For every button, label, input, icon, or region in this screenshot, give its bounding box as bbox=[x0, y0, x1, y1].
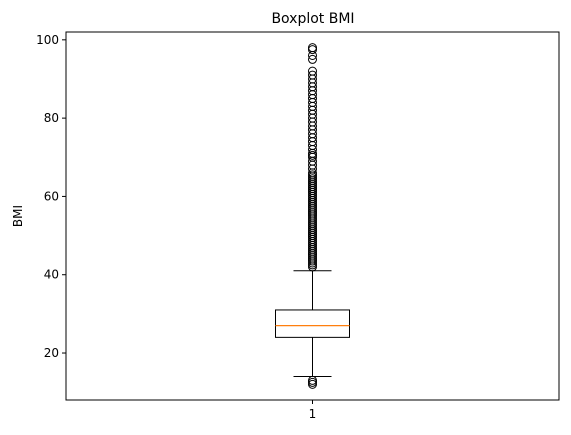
y-tick-label: 40 bbox=[44, 268, 59, 282]
outlier-point bbox=[308, 70, 317, 80]
outlier-point bbox=[308, 66, 317, 76]
y-axis: 20 40 60 80 100 bbox=[36, 33, 66, 360]
outlier-point bbox=[308, 43, 317, 53]
x-axis: 1 bbox=[309, 400, 317, 421]
outlier-point bbox=[308, 375, 317, 385]
outlier-point bbox=[308, 54, 317, 64]
iqr-box bbox=[275, 309, 350, 338]
y-tick-label: 80 bbox=[44, 111, 59, 125]
y-tick-label: 60 bbox=[44, 189, 59, 203]
box-group bbox=[275, 43, 350, 389]
outlier-point bbox=[308, 45, 317, 55]
x-tick-label: 1 bbox=[309, 407, 317, 421]
outlier-point bbox=[308, 377, 317, 387]
y-tick-label: 20 bbox=[44, 346, 59, 360]
plot-area bbox=[275, 43, 350, 389]
chart-title: Boxplot BMI bbox=[271, 11, 354, 27]
y-tick-label: 100 bbox=[36, 33, 59, 47]
axes-frame bbox=[65, 31, 560, 401]
y-axis-label: BMI bbox=[11, 205, 25, 227]
